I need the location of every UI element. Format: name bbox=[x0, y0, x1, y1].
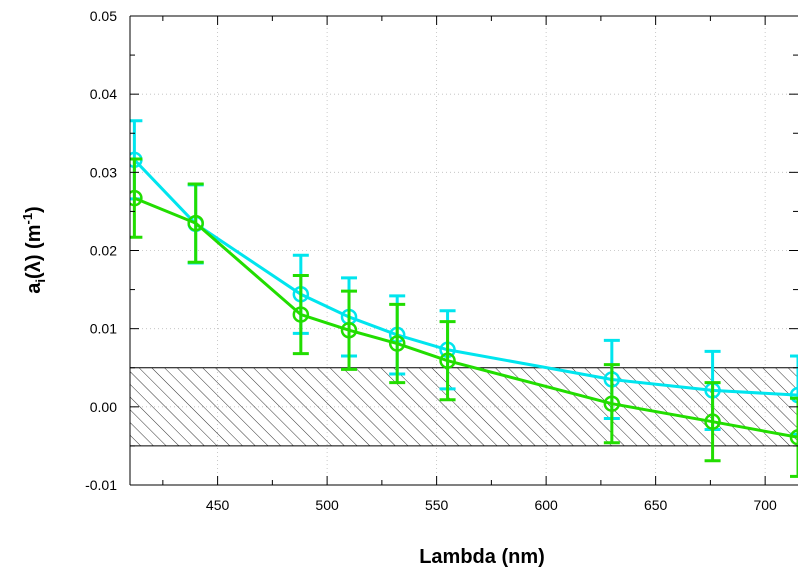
y-axis-title-superscript: -1 bbox=[20, 213, 35, 225]
x-tick-label-0: 450 bbox=[206, 497, 230, 513]
series-1-point-7 bbox=[704, 413, 721, 430]
y-axis-title-prefix: a bbox=[23, 282, 45, 294]
hatched-band bbox=[130, 367, 798, 447]
series-1-point-8 bbox=[789, 429, 798, 446]
y-tick-label-2: 0.01 bbox=[90, 321, 117, 337]
series-1-point-4 bbox=[388, 335, 406, 352]
y-tick-label-1: 0.00 bbox=[90, 399, 117, 415]
x-tick-label-1: 500 bbox=[315, 497, 339, 513]
series-1-point-6 bbox=[603, 395, 621, 412]
series-0-line bbox=[133, 158, 798, 397]
y-tick-label-6: 0.05 bbox=[90, 8, 117, 24]
y-tick-label-3: 0.02 bbox=[90, 243, 117, 259]
y-axis-title-suffix: ) bbox=[23, 206, 45, 213]
series-1-point-3 bbox=[340, 321, 358, 339]
x-tick-label-3: 600 bbox=[534, 497, 558, 513]
series-layer bbox=[130, 119, 798, 478]
y-axis-title-middle: (λ) (m bbox=[23, 225, 45, 279]
y-tick-label-4: 0.03 bbox=[90, 164, 117, 180]
tick-labels: 450 500 550 600 650 700 -0.01 0.00 0.01 0.02 0.03 0… bbox=[85, 8, 777, 513]
x-tick-label-4: 650 bbox=[644, 497, 668, 513]
y-axis-title-subscript: i bbox=[33, 279, 48, 283]
x-tick-label-2: 550 bbox=[425, 497, 449, 513]
series-0-point-8 bbox=[789, 386, 798, 404]
y-tick-label-0: -0.01 bbox=[85, 477, 117, 493]
x-axis-title: Lambda (nm) bbox=[419, 546, 545, 568]
y-tick-label-5: 0.04 bbox=[90, 86, 117, 102]
series-1-point-5 bbox=[439, 352, 456, 369]
y-axis-title: ai(λ) (m-1) bbox=[20, 206, 48, 293]
hatched-band-fill bbox=[130, 367, 798, 446]
series-1 bbox=[130, 157, 798, 478]
series-1-point-0 bbox=[130, 189, 143, 207]
x-tick-label-5: 700 bbox=[753, 497, 777, 513]
series-1-point-2 bbox=[292, 306, 310, 323]
series-1-point-1 bbox=[187, 214, 204, 232]
axes bbox=[129, 15, 798, 486]
